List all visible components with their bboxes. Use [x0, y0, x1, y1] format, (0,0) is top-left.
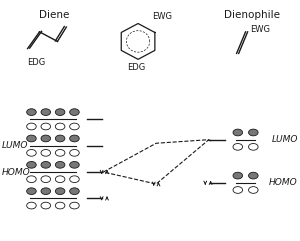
- Text: EWG: EWG: [152, 12, 172, 21]
- Text: EDG: EDG: [127, 63, 145, 72]
- Ellipse shape: [233, 129, 243, 136]
- Ellipse shape: [27, 188, 36, 194]
- Ellipse shape: [70, 109, 79, 115]
- Ellipse shape: [27, 161, 36, 168]
- Ellipse shape: [70, 161, 79, 168]
- Ellipse shape: [27, 109, 36, 115]
- Text: Diene: Diene: [39, 10, 70, 20]
- Text: HOMO: HOMO: [2, 167, 31, 176]
- Ellipse shape: [248, 187, 258, 193]
- Ellipse shape: [27, 149, 36, 156]
- Ellipse shape: [55, 123, 65, 130]
- Text: LUMO: LUMO: [2, 141, 29, 150]
- Ellipse shape: [70, 123, 79, 130]
- Ellipse shape: [248, 129, 258, 136]
- Text: LUMO: LUMO: [271, 135, 298, 144]
- Ellipse shape: [55, 202, 65, 209]
- Ellipse shape: [70, 176, 79, 183]
- Ellipse shape: [41, 202, 51, 209]
- Ellipse shape: [55, 109, 65, 115]
- Ellipse shape: [27, 123, 36, 130]
- Ellipse shape: [27, 202, 36, 209]
- Text: EDG: EDG: [27, 58, 46, 67]
- Ellipse shape: [41, 149, 51, 156]
- Ellipse shape: [248, 143, 258, 150]
- Ellipse shape: [233, 187, 243, 193]
- Ellipse shape: [233, 143, 243, 150]
- Ellipse shape: [41, 161, 51, 168]
- Ellipse shape: [41, 135, 51, 142]
- Text: HOMO: HOMO: [269, 178, 298, 187]
- Ellipse shape: [55, 135, 65, 142]
- Ellipse shape: [41, 176, 51, 183]
- Ellipse shape: [41, 188, 51, 194]
- Ellipse shape: [248, 172, 258, 179]
- Ellipse shape: [233, 172, 243, 179]
- Text: EWG: EWG: [250, 25, 270, 34]
- Ellipse shape: [41, 109, 51, 115]
- Ellipse shape: [55, 176, 65, 183]
- Ellipse shape: [70, 135, 79, 142]
- Ellipse shape: [27, 135, 36, 142]
- Ellipse shape: [70, 202, 79, 209]
- Ellipse shape: [55, 161, 65, 168]
- Text: Dienophile: Dienophile: [224, 10, 280, 20]
- Ellipse shape: [27, 176, 36, 183]
- Ellipse shape: [55, 188, 65, 194]
- Ellipse shape: [55, 149, 65, 156]
- Ellipse shape: [70, 149, 79, 156]
- Ellipse shape: [70, 188, 79, 194]
- Ellipse shape: [41, 123, 51, 130]
